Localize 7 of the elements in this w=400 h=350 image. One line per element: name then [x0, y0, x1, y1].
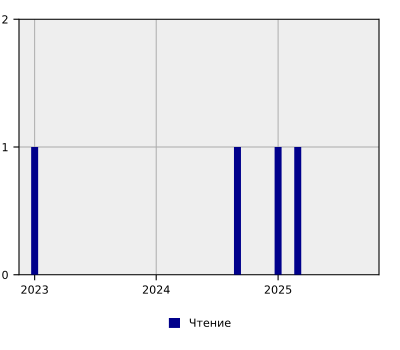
y-tick-label: 1 — [2, 143, 8, 152]
legend-label: Чтение — [190, 318, 231, 327]
x-tick-label: 2025 — [264, 285, 292, 294]
y-tick-label: 0 — [2, 270, 8, 280]
y-tick-label: 2 — [2, 15, 8, 24]
x-tick-label: 2024 — [142, 285, 170, 294]
x-tick-label: 2023 — [21, 285, 48, 294]
